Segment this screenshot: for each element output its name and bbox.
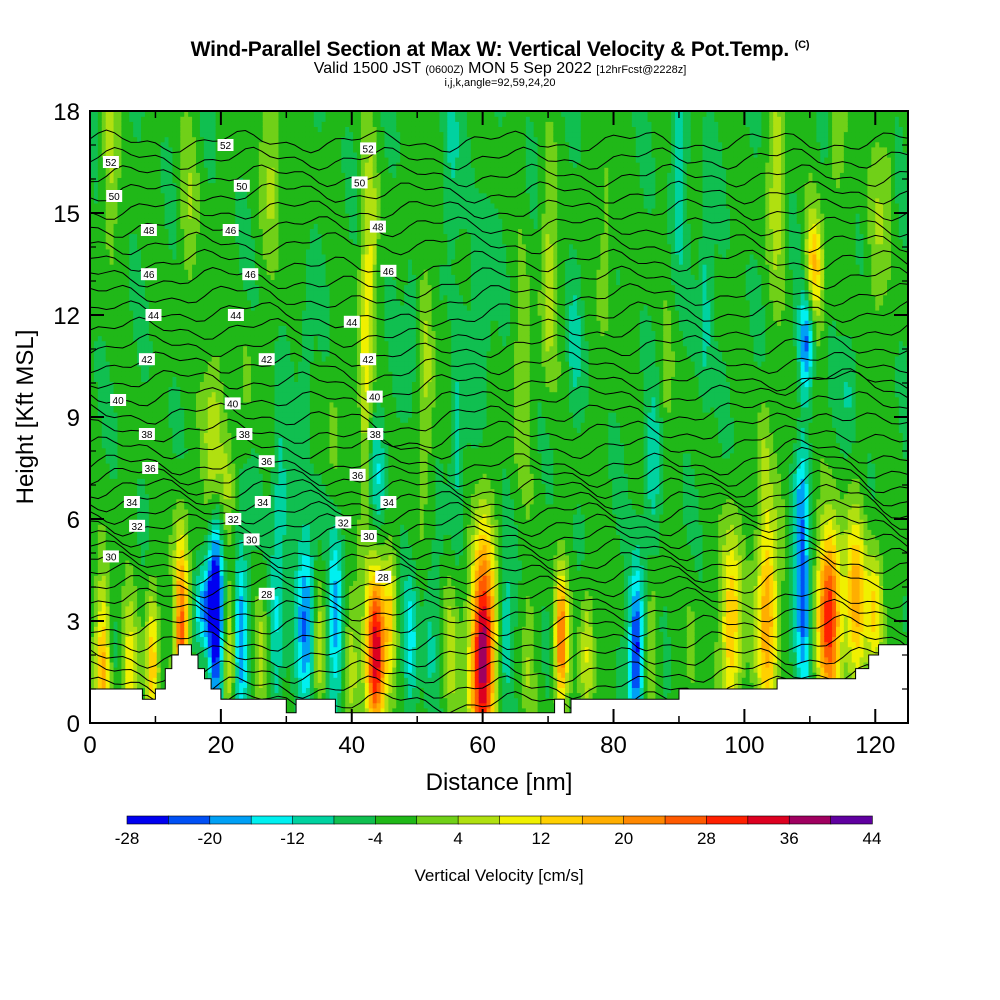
contour-label: 36: [259, 455, 275, 468]
colorbar-swatch: [582, 816, 624, 824]
contour-label: 30: [103, 550, 119, 563]
contour-label: 50: [234, 180, 250, 193]
colorbar-swatch: [127, 816, 169, 824]
contour-label: 52: [103, 156, 119, 169]
contour-label: 32: [225, 513, 241, 526]
contour-label: 38: [236, 428, 252, 441]
y-tick-label: 6: [67, 507, 80, 534]
contour-label: 46: [141, 268, 157, 281]
colorbar-tick-label: 20: [614, 829, 633, 848]
x-tick-label: 60: [469, 732, 496, 759]
colorbar-swatch: [789, 816, 831, 824]
velocity-field: [90, 111, 911, 724]
colorbar-swatch: [334, 816, 376, 824]
contour-label: 30: [361, 530, 377, 543]
colorbar-tick-label: -12: [280, 829, 305, 848]
contour-label: 46: [380, 265, 396, 278]
contour-label: 32: [129, 520, 145, 533]
contour-label: 32: [335, 516, 351, 529]
x-axis-label: Distance [nm]: [426, 769, 573, 796]
contour-label: 42: [259, 353, 275, 366]
contour-label: 36: [142, 462, 158, 475]
colorbar-tick-label: 12: [531, 829, 550, 848]
contour-label: 28: [375, 571, 391, 584]
contour-label: 44: [146, 309, 162, 322]
x-tick-label: 20: [208, 732, 235, 759]
contour-label: 36: [350, 469, 366, 482]
contour-label: 42: [139, 353, 155, 366]
colorbar-tick-label: 28: [697, 829, 716, 848]
colorbar-tick-label: 44: [863, 829, 882, 848]
contour-label: 50: [352, 176, 368, 189]
colorbar-swatch: [831, 816, 873, 824]
colorbar-swatch: [665, 816, 707, 824]
contour-label: 44: [228, 309, 244, 322]
x-tick-label: 80: [600, 732, 627, 759]
contour-label: 48: [370, 221, 386, 234]
colorbar-tick-label: 4: [453, 829, 462, 848]
y-tick-label: 12: [53, 303, 80, 330]
colorbar-swatch: [417, 816, 459, 824]
chart-figure: 5250484644424038363432305250464644424038…: [0, 0, 1000, 1000]
y-tick-label: 18: [53, 99, 80, 126]
colorbar-swatch: [541, 816, 583, 824]
colorbar-swatch: [210, 816, 252, 824]
x-tick-label: 100: [724, 732, 764, 759]
colorbar-tick-label: -4: [368, 829, 383, 848]
contour-label: 46: [223, 224, 239, 237]
contour-label: 46: [242, 268, 258, 281]
y-tick-label: 0: [67, 711, 80, 738]
contour-label: 30: [244, 533, 260, 546]
colorbar-swatch: [458, 816, 500, 824]
contour-label: 44: [344, 316, 360, 329]
y-tick-label: 15: [53, 201, 80, 228]
contour-label: 52: [218, 139, 234, 152]
contour-label: 40: [110, 394, 126, 407]
contour-label: 42: [360, 353, 376, 366]
y-tick-label: 9: [67, 405, 80, 432]
contour-label: 38: [367, 428, 383, 441]
contour-label: 34: [255, 496, 271, 509]
colorbar-swatch: [293, 816, 335, 824]
contour-label: 40: [367, 391, 383, 404]
colorbar-swatch: [251, 816, 293, 824]
x-tick-label: 120: [855, 732, 895, 759]
colorbar: -28 -20 -12 -4 4 12 20 28 36 44: [115, 816, 882, 848]
contour-label: 28: [259, 588, 275, 601]
contour-label: 40: [225, 397, 241, 410]
colorbar-tick-label: -20: [198, 829, 223, 848]
colorbar-swatch: [748, 816, 790, 824]
colorbar-swatch: [624, 816, 666, 824]
contour-label: 50: [106, 190, 122, 203]
x-tick-label: 40: [338, 732, 365, 759]
colorbar-tick-label: 36: [780, 829, 799, 848]
colorbar-swatch: [500, 816, 542, 824]
contour-label: 34: [380, 496, 396, 509]
contour-label: 52: [360, 142, 376, 155]
colorbar-label: Vertical Velocity [cm/s]: [414, 866, 583, 885]
y-axis-label: Height [Kft MSL]: [12, 330, 39, 505]
y-tick-label: 3: [67, 609, 80, 636]
contour-label: 38: [139, 428, 155, 441]
colorbar-swatch: [706, 816, 748, 824]
colorbar-swatch: [168, 816, 210, 824]
x-tick-label: 0: [83, 732, 96, 759]
contour-label: 48: [141, 224, 157, 237]
colorbar-swatch: [375, 816, 417, 824]
contour-label: 34: [124, 496, 140, 509]
colorbar-tick-label: -28: [115, 829, 140, 848]
